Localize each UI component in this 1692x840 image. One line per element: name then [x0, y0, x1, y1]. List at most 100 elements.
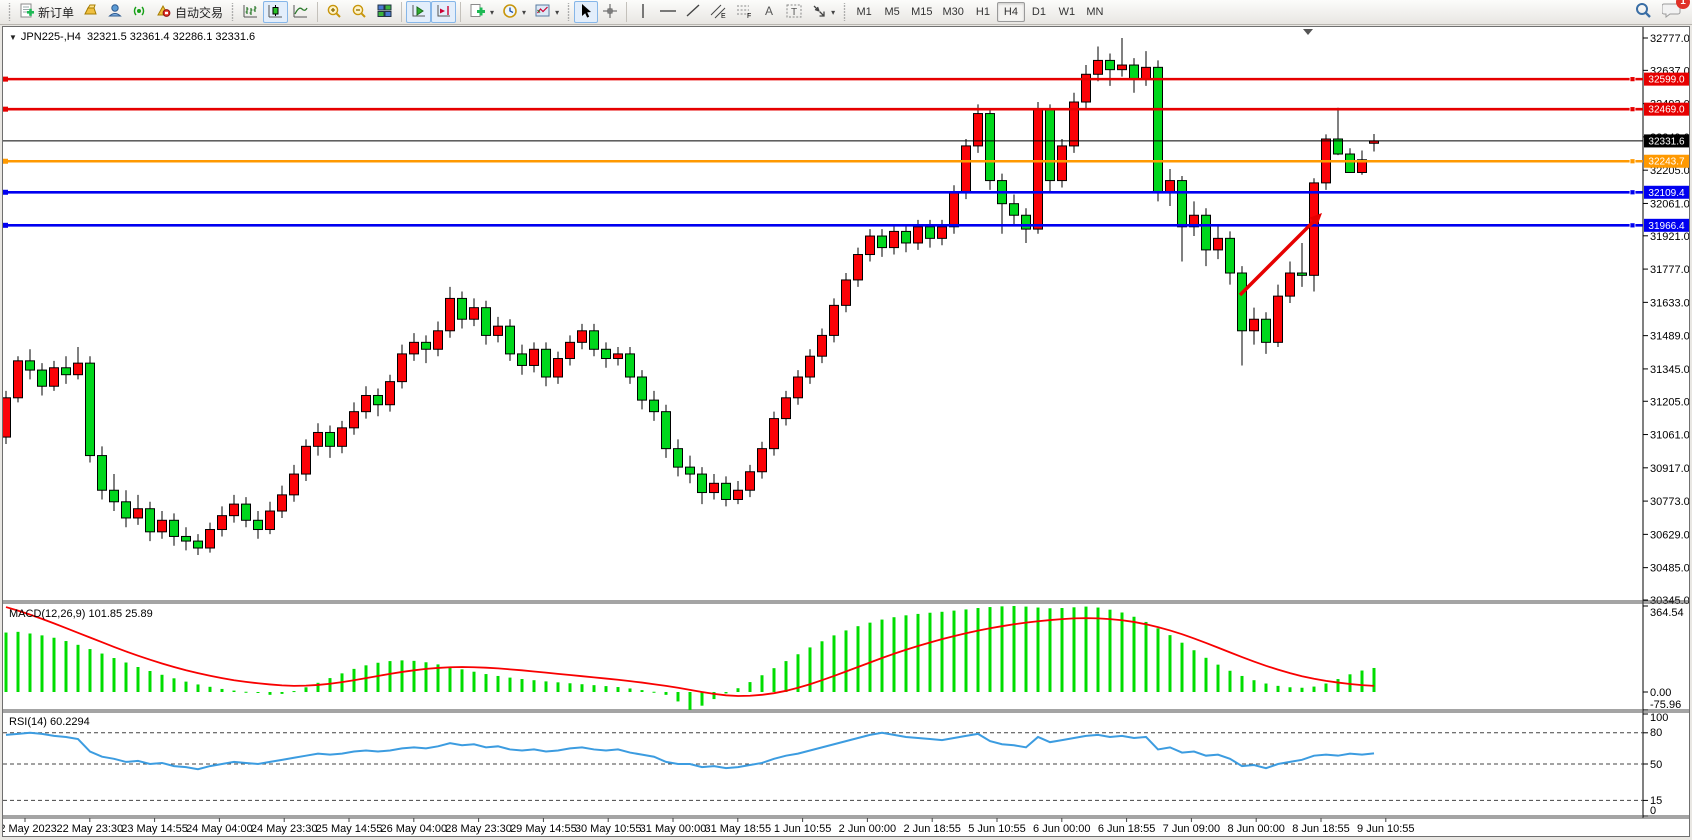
- svg-text:31 May 18:55: 31 May 18:55: [704, 823, 771, 835]
- tile-windows-button[interactable]: [372, 1, 397, 23]
- periods-button[interactable]: ▾: [498, 1, 530, 23]
- svg-text:30485.0: 30485.0: [1650, 563, 1689, 575]
- svg-text:31777.0: 31777.0: [1650, 264, 1689, 276]
- hline-handle-left: [3, 158, 8, 164]
- svg-text:30 May 10:55: 30 May 10:55: [575, 823, 642, 835]
- fibonacci-tool-button[interactable]: F: [731, 1, 757, 23]
- rsi-line: [5, 731, 1375, 771]
- svg-text:30917.0: 30917.0: [1650, 463, 1689, 475]
- svg-text:24 May 23:30: 24 May 23:30: [251, 823, 318, 835]
- cursor-tool-button[interactable]: [574, 1, 599, 23]
- rsi-scale[interactable]: 100 80 50 150: [1643, 712, 1668, 817]
- timeframe-m5-button[interactable]: M5: [884, 6, 900, 18]
- auto-scroll-button[interactable]: [406, 1, 432, 23]
- line-chart-button[interactable]: [288, 1, 313, 23]
- svg-text:50: 50: [1650, 759, 1662, 771]
- templates-button[interactable]: ▾: [530, 1, 563, 23]
- svg-text:100: 100: [1650, 712, 1668, 724]
- horizontal-line-tool-button[interactable]: [655, 1, 681, 23]
- toolbar-grip-2[interactable]: [230, 3, 236, 21]
- chart-shift-marker[interactable]: [1303, 29, 1313, 35]
- main-toolbar: 新订单 自动交易: [0, 0, 1692, 25]
- hline-32243.7[interactable]: 32243.7: [3, 154, 1689, 168]
- arrows-tool-button[interactable]: ▾: [807, 1, 839, 23]
- panel-splitter-rsi-time[interactable]: [3, 815, 1689, 819]
- svg-text:8 Jun 18:55: 8 Jun 18:55: [1292, 823, 1350, 835]
- text-icon: A: [762, 3, 776, 21]
- hline-handle-right: [1629, 189, 1636, 196]
- gold-ingot-icon: [82, 3, 99, 21]
- hline-32469.0[interactable]: 32469.0: [3, 102, 1689, 116]
- market-watch-button[interactable]: [103, 1, 127, 23]
- macd-scale[interactable]: 364.54 0.00-75.96: [1643, 605, 1684, 711]
- trend-arrow[interactable]: [1238, 213, 1322, 297]
- timeframe-mn-button[interactable]: MN: [1086, 6, 1104, 18]
- timeframe-h4-button[interactable]: H4: [996, 2, 1025, 22]
- svg-text:23 May 14:55: 23 May 14:55: [121, 823, 188, 835]
- quotes-button[interactable]: [78, 1, 103, 23]
- auto-trading-icon: [155, 3, 172, 21]
- toolbar-grip[interactable]: [7, 3, 12, 21]
- person-icon: [107, 3, 123, 21]
- chart-window[interactable]: 32777.032637.032493.032349.032205.032061…: [2, 26, 1690, 837]
- auto-trading-button[interactable]: 自动交易: [151, 1, 227, 23]
- hline-32599.0[interactable]: 32599.0: [3, 72, 1689, 86]
- search-icon[interactable]: [1634, 1, 1652, 24]
- channel-tool-button[interactable]: E: [705, 1, 731, 23]
- trendline-tool-button[interactable]: [681, 1, 705, 23]
- svg-text:30629.0: 30629.0: [1650, 529, 1689, 541]
- timeframe-h1-button[interactable]: H1: [975, 6, 990, 18]
- svg-text:9 Jun 10:55: 9 Jun 10:55: [1357, 823, 1415, 835]
- hline-31966.4[interactable]: 31966.4: [3, 218, 1689, 232]
- chart-canvas[interactable]: 32777.032637.032493.032349.032205.032061…: [3, 27, 1689, 836]
- hline-handle-right: [1629, 158, 1636, 165]
- timeframe-m15-button[interactable]: M15: [911, 6, 933, 18]
- svg-text:32243.7: 32243.7: [1648, 157, 1685, 168]
- new-order-button[interactable]: 新订单: [15, 1, 78, 23]
- timeframe-m30-button[interactable]: M30: [942, 6, 964, 18]
- tile-windows-icon: [376, 3, 393, 22]
- vertical-line-tool-button[interactable]: [631, 1, 655, 23]
- crosshair-tool-button[interactable]: [598, 1, 622, 23]
- svg-text:-75.96: -75.96: [1650, 699, 1681, 711]
- toolbar-grip-4[interactable]: [842, 3, 848, 21]
- svg-text:32061.0: 32061.0: [1650, 198, 1689, 210]
- svg-text:31345.0: 31345.0: [1650, 364, 1689, 376]
- indicators-button[interactable]: ▾: [465, 1, 498, 23]
- notifications-button[interactable]: 1: [1661, 0, 1690, 24]
- periods-caret: ▾: [522, 7, 527, 17]
- signal-button[interactable]: [127, 1, 151, 23]
- svg-text:22 May 2023: 22 May 2023: [3, 823, 57, 835]
- svg-text:31921.0: 31921.0: [1650, 231, 1689, 243]
- svg-text:31 May 00:00: 31 May 00:00: [640, 823, 707, 835]
- panel-splitter-macd-rsi[interactable]: [3, 709, 1689, 713]
- zoom-in-button[interactable]: [322, 1, 347, 23]
- cursor-icon: [579, 3, 593, 22]
- arrows-icon: [811, 3, 827, 22]
- hline-32109.4[interactable]: 32109.4: [3, 185, 1689, 199]
- arrows-caret: ▾: [831, 7, 836, 17]
- timeframe-m1-button[interactable]: M1: [856, 6, 872, 18]
- svg-text:A: A: [765, 4, 773, 18]
- timeframe-d1-button[interactable]: D1: [1031, 6, 1046, 18]
- clock-icon: [502, 3, 518, 22]
- candlestick-chart-button[interactable]: [263, 1, 289, 23]
- chart-shift-button[interactable]: [431, 1, 457, 23]
- toolbar-grip-3[interactable]: [566, 3, 572, 21]
- macd-histogram: [4, 606, 1376, 710]
- zoom-out-button[interactable]: [347, 1, 372, 23]
- timeframe-w1-button[interactable]: W1: [1058, 6, 1076, 18]
- new-order-icon: [19, 3, 35, 22]
- svg-text:5 Jun 10:55: 5 Jun 10:55: [968, 823, 1026, 835]
- text-tool-button[interactable]: A: [757, 1, 781, 23]
- svg-text:7 Jun 09:00: 7 Jun 09:00: [1163, 823, 1221, 835]
- svg-text:28 May 23:30: 28 May 23:30: [445, 823, 512, 835]
- line-chart-icon: [292, 3, 309, 22]
- text-label-tool-button[interactable]: T: [781, 1, 807, 23]
- trendline-icon: [685, 3, 701, 21]
- bar-chart-button[interactable]: [238, 1, 263, 23]
- svg-text:29 May 14:55: 29 May 14:55: [510, 823, 577, 835]
- chart-shift-icon: [435, 3, 452, 22]
- panel-splitter-main-macd[interactable]: [3, 600, 1689, 604]
